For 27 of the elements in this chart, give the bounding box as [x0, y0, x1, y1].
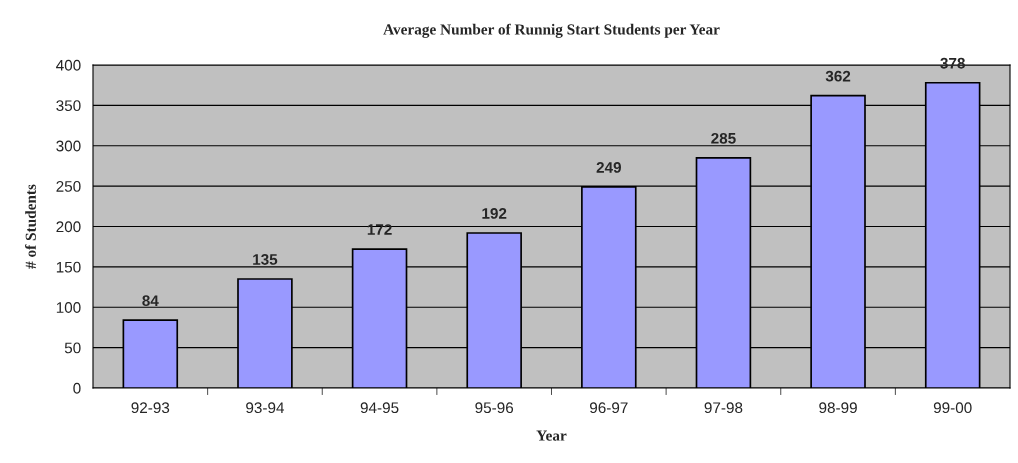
x-tick-label: 92-93 [131, 402, 170, 414]
y-tick-label: 350 [56, 100, 81, 112]
y-axis-title: # of Students [25, 184, 36, 269]
x-tick-label: 98-99 [819, 402, 857, 414]
x-tick-label: 99-00 [933, 402, 972, 414]
y-tick-label: 150 [56, 261, 81, 273]
data-label: 84 [142, 295, 159, 307]
data-label: 192 [482, 208, 507, 219]
y-tick-label: 0 [73, 382, 81, 394]
chart-title: Average Number of Runnig Start Students per Year [383, 23, 720, 38]
y-tick-label: 250 [56, 180, 81, 192]
x-tick-label: 93-94 [246, 402, 285, 414]
x-axis-title: Year [536, 430, 567, 441]
x-tick-label: 94-95 [360, 402, 399, 414]
y-tick-label: 200 [56, 221, 81, 233]
x-tick-label: 95-96 [475, 402, 514, 414]
data-label: 362 [825, 70, 851, 82]
x-tick-label: 97-98 [704, 402, 743, 414]
data-label: 172 [367, 224, 392, 235]
y-tick-label: 400 [56, 59, 81, 71]
data-label: 249 [596, 161, 621, 173]
y-tick-label: 100 [56, 302, 81, 313]
data-label: 135 [253, 254, 278, 265]
x-tick-label: 96-97 [589, 402, 628, 414]
y-tick-label: 300 [56, 140, 81, 152]
data-label: 285 [711, 132, 736, 144]
y-tick-label: 50 [64, 342, 81, 354]
